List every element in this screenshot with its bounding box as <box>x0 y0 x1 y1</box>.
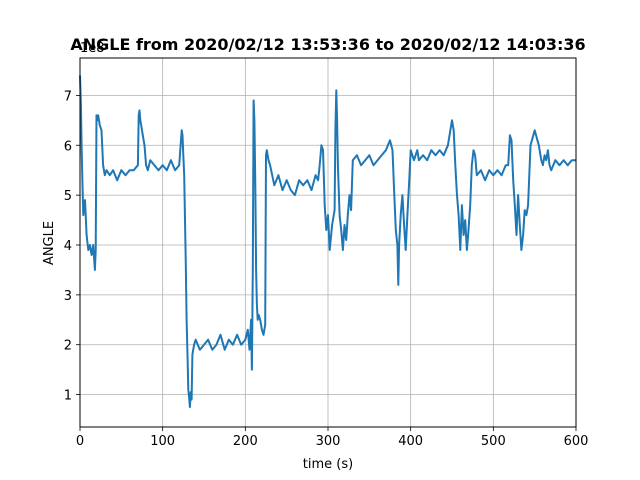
y-tick-label: 4 <box>64 239 72 254</box>
chart-title-rest: from 2020/02/12 13:53:36 to 2020/02/12 1… <box>130 35 585 54</box>
x-tick-label: 300 <box>316 434 341 449</box>
y-tick-label: 3 <box>64 289 72 304</box>
y-axis-ticks: 1 2 3 4 5 6 7 <box>64 89 80 404</box>
y-gridlines <box>80 94 576 395</box>
x-tick-label: 0 <box>76 434 84 449</box>
chart-title-bold: ANGLE <box>70 35 130 54</box>
x-tick-label: 400 <box>398 434 423 449</box>
x-axis-ticks: 0 100 200 300 400 500 600 <box>76 427 589 449</box>
y-tick-label: 2 <box>64 339 72 354</box>
x-tick-label: 200 <box>233 434 258 449</box>
x-tick-label: 500 <box>481 434 506 449</box>
y-tick-label: 7 <box>64 89 72 104</box>
x-axis-label: time (s) <box>303 457 353 472</box>
chart-title: ANGLE from 2020/02/12 13:53:36 to 2020/0… <box>70 35 585 54</box>
x-tick-label: 600 <box>564 434 589 449</box>
x-tick-label: 100 <box>150 434 175 449</box>
y-tick-label: 5 <box>64 189 72 204</box>
y-offset-text: 1e8 <box>80 41 105 56</box>
y-tick-label: 6 <box>64 139 72 154</box>
angle-series-line <box>79 75 576 409</box>
y-axis-label: ANGLE <box>42 221 57 265</box>
y-tick-label: 1 <box>64 389 72 404</box>
